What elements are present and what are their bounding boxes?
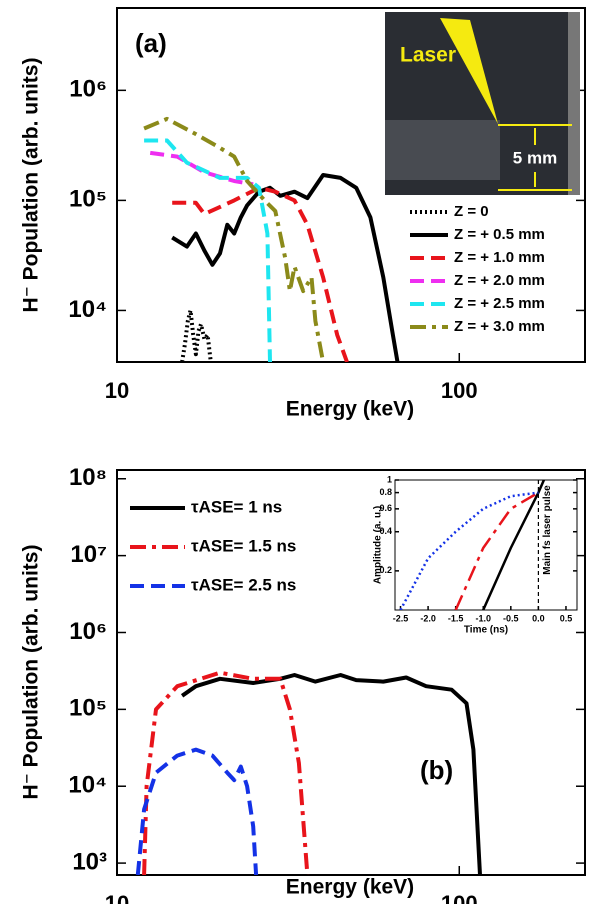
x-tick-label: 0.0 <box>532 613 545 623</box>
legend-label: Z = + 3.0 mm <box>454 318 545 335</box>
y-tick-label: 10⁷ <box>70 541 107 568</box>
series-line <box>454 491 540 610</box>
x-tick-label: 100 <box>441 891 478 904</box>
photo-inset: Laser 5 mm <box>385 12 580 195</box>
y-axis-label: H⁻ Population (arb. units) <box>20 545 43 800</box>
panel-label: (a) <box>135 28 167 58</box>
plot-frame <box>116 7 586 363</box>
series-line <box>180 673 482 875</box>
legend-label: τASE= 1 ns <box>191 497 282 516</box>
x-tick-label: -1.5 <box>448 613 464 623</box>
series-line <box>143 116 326 362</box>
series-line <box>172 185 349 362</box>
x-tick-label: -2.5 <box>393 613 409 623</box>
series-line <box>171 173 400 362</box>
y-tick-label: 0.4 <box>379 526 392 536</box>
laser-beam <box>440 18 498 124</box>
x-tick-label: -1.0 <box>475 613 491 623</box>
plot-frame <box>394 479 578 611</box>
panel-label: (b) <box>420 755 453 785</box>
y-tick-label: 10⁶ <box>69 76 107 103</box>
photo-edge <box>568 12 580 195</box>
x-tick-label: 10 <box>105 378 129 403</box>
y-tick-label: 10⁵ <box>69 695 107 722</box>
legend-label: Z = + 0.5 mm <box>454 226 545 243</box>
y-tick-label: 0.2 <box>379 565 392 575</box>
series-line <box>135 747 259 875</box>
plot-area <box>135 670 482 875</box>
legend-label: τASE= 2.5 ns <box>191 575 296 594</box>
plot-area <box>399 480 546 610</box>
y-tick-label: 10³ <box>72 848 107 875</box>
y-tick-label: 0.8 <box>379 487 392 497</box>
y-tick-label: 10⁴ <box>68 296 107 323</box>
reference-label: Main fs laser pulse <box>542 485 553 575</box>
x-axis-label: Time (ns) <box>464 625 508 636</box>
laser-label: Laser <box>400 44 456 67</box>
legend-label: Z = 0 <box>454 203 489 220</box>
x-axis-label: Energy (keV) <box>286 876 414 899</box>
y-tick-label: 10⁶ <box>69 618 107 645</box>
plot-area <box>143 116 400 362</box>
y-axis-label: H⁻ Population (arb. units) <box>20 58 43 313</box>
y-tick-label: 10⁵ <box>69 186 107 213</box>
series-line <box>142 670 310 875</box>
series-line <box>180 308 213 362</box>
y-tick-label: 0.6 <box>379 503 392 513</box>
series-line <box>144 138 272 362</box>
scale-label: 5 mm <box>513 148 557 167</box>
legend-label: τASE= 1.5 ns <box>191 536 296 555</box>
series-line <box>482 480 546 610</box>
series-line <box>149 150 254 187</box>
x-tick-label: -0.5 <box>503 613 519 623</box>
x-tick-label: 100 <box>441 378 478 403</box>
y-tick-label: 10⁴ <box>68 772 107 799</box>
x-tick-label: 0.5 <box>560 613 573 623</box>
y-tick-label: 10⁸ <box>69 464 107 491</box>
crystal <box>385 120 500 180</box>
x-tick-label: -2.0 <box>420 613 436 623</box>
x-tick-label: 10 <box>105 891 129 904</box>
legend-label: Z = + 1.0 mm <box>454 249 545 266</box>
legend-label: Z = + 2.0 mm <box>454 272 545 289</box>
x-axis-label: Energy (keV) <box>286 398 414 421</box>
legend-label: Z = + 2.5 mm <box>454 295 545 312</box>
y-axis-label: Amplitude (a. u.) <box>373 506 384 584</box>
plot-frame <box>116 469 586 876</box>
y-tick-label: 1 <box>387 474 392 484</box>
